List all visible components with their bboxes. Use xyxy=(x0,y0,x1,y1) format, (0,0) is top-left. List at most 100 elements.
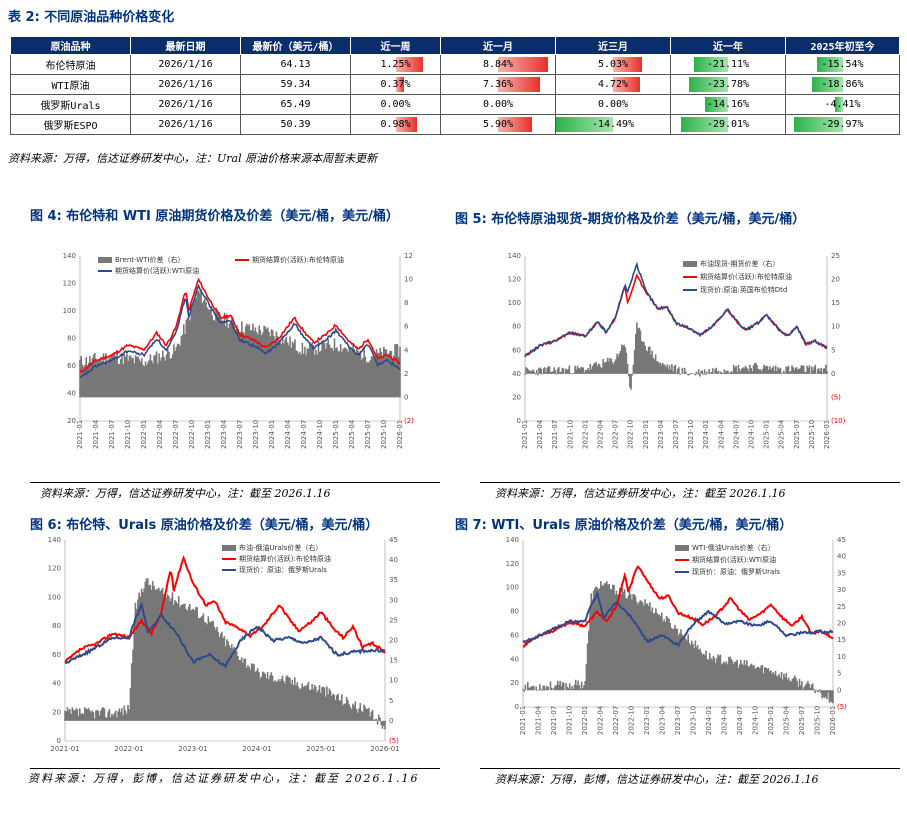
x-tick: 2024-01 xyxy=(702,420,710,449)
databar xyxy=(498,77,540,92)
x-tick: 2025-10 xyxy=(808,420,816,449)
databar xyxy=(835,97,843,112)
cell-text: 2026/1/16 xyxy=(158,119,213,130)
y-tick-left: 40 xyxy=(510,655,519,663)
y-tick-left: 80 xyxy=(512,323,521,331)
databar xyxy=(794,117,843,132)
x-tick: 2025-07 xyxy=(793,420,801,449)
y-tick-left: 120 xyxy=(63,280,76,288)
x-tick: 2024-07 xyxy=(736,706,744,735)
cell-text: -14.49% xyxy=(591,119,635,130)
y-tick-right: 10 xyxy=(404,276,413,284)
cell-text: 2026/1/16 xyxy=(158,59,213,70)
cell-text: 4.72% xyxy=(597,79,629,90)
y-tick-left: 20 xyxy=(510,679,519,687)
databar xyxy=(613,57,642,72)
y-tick-left: 60 xyxy=(52,651,61,659)
x-tick: 2021-07 xyxy=(550,706,558,735)
x-tick: 2021-07 xyxy=(551,420,559,449)
y-tick-right: (5) xyxy=(831,393,841,401)
y-tick-left: 20 xyxy=(512,393,521,401)
x-tick: 2023-01 xyxy=(204,420,212,449)
y-tick-right: 5 xyxy=(389,697,393,705)
col-header: 近三月 xyxy=(555,36,671,55)
cell-text: 0.00% xyxy=(482,99,514,110)
cell-text: -18.86% xyxy=(821,79,864,90)
figure6-chart: 140120100806040200454035302520151050(5)2… xyxy=(30,534,450,759)
x-tick: 2021-01 xyxy=(519,706,527,735)
y-tick-right: 15 xyxy=(389,657,398,665)
x-tick: 2024-10 xyxy=(752,706,760,735)
x-tick: 2024-04 xyxy=(284,419,292,449)
brent-dtd-line xyxy=(524,261,828,357)
y-tick-right: 45 xyxy=(389,536,398,544)
x-tick: 2021-04 xyxy=(536,419,544,449)
x-tick: 2025-10 xyxy=(380,420,388,449)
col-header: 近一周 xyxy=(350,36,441,55)
table-cell: 0.00% xyxy=(555,94,671,115)
x-tick: 2025-01 xyxy=(763,420,771,449)
y-tick-right: 40 xyxy=(837,553,846,561)
spread-bars xyxy=(64,578,386,730)
y-tick-left: 60 xyxy=(512,346,521,354)
figure5-title: 图 5: 布伦特原油现货-期货价格及价差（美元/桶，美元/桶） xyxy=(455,212,806,227)
y-tick-right: 20 xyxy=(831,276,840,284)
y-tick-right: 15 xyxy=(837,636,846,644)
cell-text: 65.49 xyxy=(280,99,311,110)
y-tick-left: 40 xyxy=(52,680,61,688)
x-tick: 2021-01 xyxy=(76,420,84,449)
figure6-source: 资料来源：万得，彭博，信达证券研发中心，注：截至 2026.1.16 xyxy=(28,772,420,785)
y-tick-right: 5 xyxy=(837,670,841,678)
table-cell: 7.36% xyxy=(440,74,556,95)
spread-bars xyxy=(522,581,834,704)
x-tick: 2025-10 xyxy=(814,706,822,735)
cell-text: 50.39 xyxy=(280,119,311,130)
x-tick: 2021-10 xyxy=(124,420,132,449)
col-header: 最新日期 xyxy=(130,36,241,55)
x-tick: 2021-10 xyxy=(566,706,574,735)
y-tick-right: 40 xyxy=(389,556,398,564)
databar xyxy=(689,77,728,92)
y-tick-right: (5) xyxy=(837,703,847,711)
x-tick: 2021-01 xyxy=(50,745,79,753)
y-tick-right: (2) xyxy=(404,417,414,425)
y-tick-right: 30 xyxy=(837,586,846,594)
table-row: 俄罗斯Urals 2026/1/16 65.49 0.00% 0.00% 0.00% -14… xyxy=(10,94,900,115)
table-cell: 64.13 xyxy=(240,54,351,75)
table-cell: -14.49% xyxy=(555,114,671,135)
x-tick: 2022-10 xyxy=(627,420,635,449)
legend-label: 现货价:原油:英国布伦特Dtd xyxy=(700,285,787,294)
y-tick-left: 40 xyxy=(512,370,521,378)
table-cell: 0.98% xyxy=(350,114,441,135)
x-tick: 2024-04 xyxy=(721,705,729,735)
x-tick: 2026-01 xyxy=(396,420,404,449)
y-tick-right: 0 xyxy=(837,686,841,694)
table-cell: 8.84% xyxy=(440,54,556,75)
databar xyxy=(395,57,424,72)
x-tick: 2023-07 xyxy=(236,420,244,449)
table-cell: 2026/1/16 xyxy=(130,74,241,95)
x-tick: 2023-07 xyxy=(674,706,682,735)
y-tick-right: 0 xyxy=(389,717,393,725)
x-tick: 2024-10 xyxy=(316,420,324,449)
y-tick-left: 100 xyxy=(63,307,76,315)
x-tick: 2023-07 xyxy=(672,420,680,449)
legend-label: WTI-俄油Urals价差（右） xyxy=(692,543,775,552)
x-tick: 2023-04 xyxy=(657,419,665,449)
y-tick-left: 40 xyxy=(67,390,76,398)
figure4-source: 资料来源：万得，信达证券研发中心，注：截至 2026.1.16 xyxy=(40,487,331,500)
y-tick-left: 60 xyxy=(510,631,519,639)
x-tick: 2025-01 xyxy=(332,420,340,449)
databar xyxy=(693,57,728,72)
table-row: 布伦特原油 2026/1/16 64.13 1.25% 8.84% 5.03% -21.11… xyxy=(10,54,900,75)
y-tick-right: 15 xyxy=(831,299,840,307)
y-tick-right: 30 xyxy=(389,596,398,604)
x-tick: 2022-07 xyxy=(612,706,620,735)
x-tick: 2023-01 xyxy=(178,745,207,753)
x-tick: 2023-01 xyxy=(642,420,650,449)
cell-text: -14.16% xyxy=(706,99,750,110)
databar xyxy=(395,77,404,92)
y-tick-right: 4 xyxy=(404,346,409,354)
cell-text: 布伦特原油 xyxy=(45,61,96,72)
x-tick: 2022-07 xyxy=(172,420,180,449)
